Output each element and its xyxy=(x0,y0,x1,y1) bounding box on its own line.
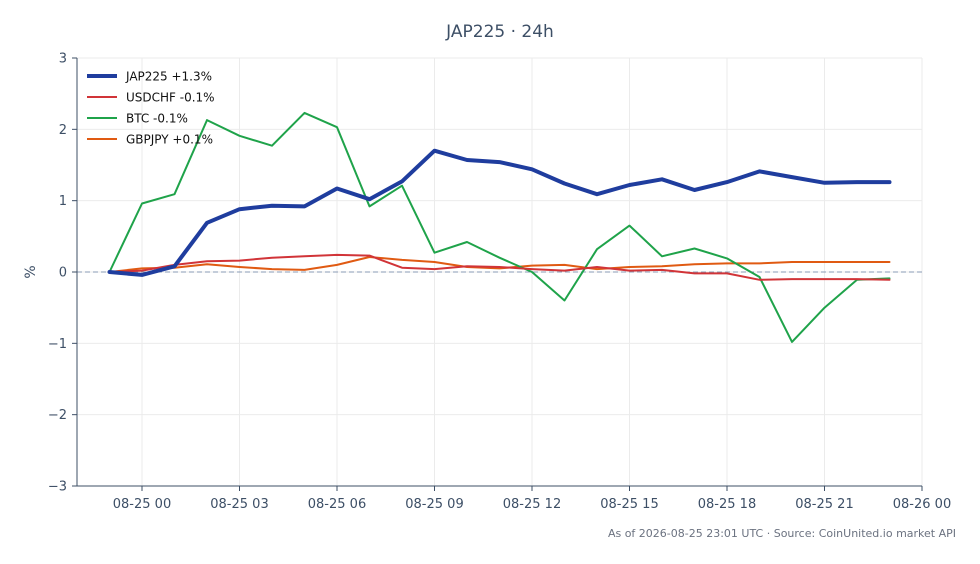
x-tick-label: 08-26 00 xyxy=(893,497,951,512)
legend-label: BTC -0.1% xyxy=(126,112,188,126)
axes: 3 2 1 0 −1 −2 −3 08-25 00 08-25 03 08-25 06 08-25 … xyxy=(48,52,951,513)
y-tick-label: 0 xyxy=(59,266,67,281)
y-tick-label: 1 xyxy=(59,194,67,209)
legend-label: GBPJPY +0.1% xyxy=(126,133,213,147)
series-line-2 xyxy=(108,111,891,343)
y-tick-label: −1 xyxy=(48,337,67,352)
x-tick-label: 08-25 00 xyxy=(113,497,171,512)
series-line-1 xyxy=(108,253,891,281)
y-tick-label: 3 xyxy=(59,52,67,67)
x-tick-label: 08-25 15 xyxy=(600,497,658,512)
x-tick-label: 08-25 21 xyxy=(795,497,853,512)
y-tick-label: 2 xyxy=(59,123,67,138)
series-lines xyxy=(107,111,892,343)
y-axis-label: % xyxy=(23,265,39,278)
chart-title: JAP225 · 24h xyxy=(445,22,554,42)
x-tick-label: 08-25 03 xyxy=(210,497,268,512)
x-tick-label: 08-25 18 xyxy=(698,497,756,512)
legend-label: JAP225 +1.3% xyxy=(125,70,212,84)
source-footer: As of 2026-08-25 23:01 UTC · Source: Coi… xyxy=(608,527,956,540)
x-tick-label: 08-25 12 xyxy=(503,497,561,512)
series-line-0 xyxy=(107,148,892,277)
x-tick-label: 08-25 09 xyxy=(405,497,463,512)
gridlines xyxy=(77,57,923,487)
x-tick-label: 08-25 06 xyxy=(308,497,366,512)
legend-label: USDCHF -0.1% xyxy=(126,91,215,105)
y-tick-label: −2 xyxy=(48,408,67,423)
y-tick-label: −3 xyxy=(48,480,67,495)
series-line-3 xyxy=(108,256,891,273)
legend: JAP225 +1.3% USDCHF -0.1% BTC -0.1% GBPJPY … xyxy=(87,70,215,147)
